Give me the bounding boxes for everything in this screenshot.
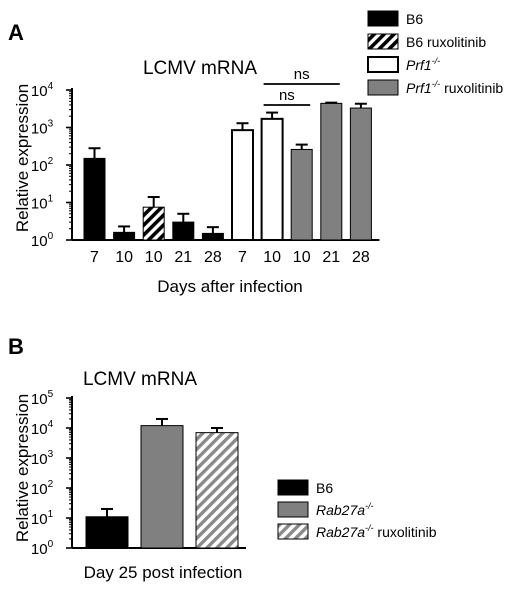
x-tick-label: 10 [293, 249, 311, 266]
panel-letter-b: B [8, 334, 24, 359]
legend-swatch [367, 33, 399, 50]
y-tick-label: 105 [31, 389, 54, 408]
y-tick-label: 103 [31, 449, 54, 468]
bars-a [83, 101, 372, 241]
legend-label: B6 [406, 11, 423, 27]
x-axis-label-b: Day 25 post infection [84, 563, 243, 582]
chart-title-b: LCMV mRNA [83, 369, 197, 390]
y-tick-label: 100 [31, 231, 54, 250]
legend-swatch [277, 479, 309, 496]
bar [201, 232, 224, 241]
panel-a: A LCMV mRNA Relative expression Days aft… [8, 10, 503, 296]
legend-label: B6 [316, 480, 333, 496]
chart-title-a: LCMV mRNA [143, 58, 257, 79]
bar [231, 129, 254, 241]
legend-swatch [367, 56, 399, 73]
panel-letter-a: A [8, 20, 24, 45]
legend-swatch [277, 501, 309, 518]
bar [290, 148, 313, 241]
y-tick-label: 101 [31, 194, 54, 213]
bar [85, 516, 129, 549]
bar [260, 117, 284, 241]
x-tick-label: 28 [352, 249, 370, 266]
bar [320, 102, 343, 241]
legend-label: Rab27a-/- ruxolitinib [316, 523, 437, 540]
x-tick-label: 21 [322, 249, 340, 266]
legend-label: Prf1-/- ruxolitinib [406, 79, 503, 96]
x-tick-label: 7 [90, 249, 99, 266]
bar [140, 425, 184, 549]
y-tick-label: 103 [31, 119, 54, 138]
legend-swatch [367, 79, 399, 96]
legend-label: Prf1-/- [406, 56, 440, 73]
bar [83, 157, 106, 241]
x-tick-labels-a: 7 10 10 21 28 7 10 10 21 28 [90, 249, 370, 266]
bar [142, 206, 165, 241]
y-tick-label: 101 [31, 509, 54, 528]
y-tick-label: 102 [31, 479, 54, 498]
bar [195, 432, 239, 549]
legend-swatch [367, 10, 399, 27]
legend-b: B6 Rab27a-/- Rab27a-/- ruxolitinib [277, 479, 437, 540]
significance-annotations-a: ns ns [263, 66, 340, 106]
x-tick-label: 21 [174, 249, 192, 266]
x-tick-label: 10 [263, 249, 281, 266]
bar [113, 231, 136, 241]
y-axis-label-a: Relative expression [13, 84, 32, 232]
bar [172, 221, 195, 241]
x-axis-label-a: Days after infection [157, 277, 303, 296]
legend-label: B6 ruxolitinib [406, 34, 486, 50]
x-tick-label: 7 [238, 249, 247, 266]
y-tick-label: 104 [31, 419, 54, 438]
bar [349, 107, 372, 241]
legend-swatch [277, 523, 309, 540]
bars-b [85, 417, 239, 549]
significance-label: ns [279, 87, 295, 104]
legend-a: B6 B6 ruxolitinib Prf1-/- Prf1-/- ruxolitin… [367, 10, 503, 96]
x-tick-label: 10 [145, 249, 163, 266]
x-tick-label: 10 [115, 249, 133, 266]
significance-label: ns [294, 66, 310, 83]
x-tick-label: 28 [204, 249, 222, 266]
panel-b: B LCMV mRNA Relative expression Day 25 p… [8, 334, 437, 582]
y-axis-label-b: Relative expression [13, 394, 32, 542]
y-tick-label: 104 [31, 81, 54, 100]
y-tick-label: 102 [31, 156, 54, 175]
y-tick-label: 100 [31, 539, 54, 558]
legend-label: Rab27a-/- [316, 501, 374, 518]
